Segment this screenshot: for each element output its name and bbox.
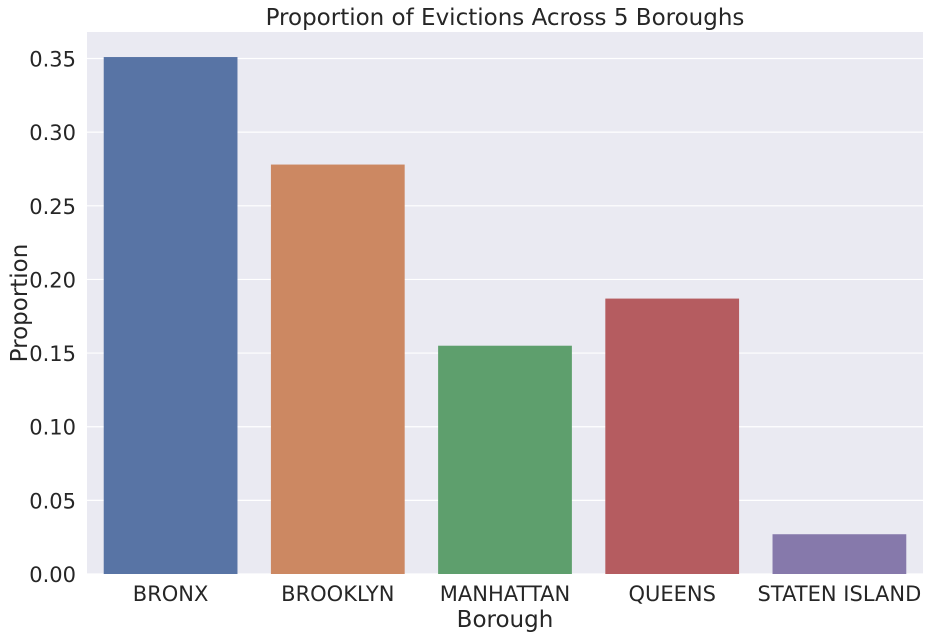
y-tick-label: 0.00 [29,563,76,587]
y-tick-label: 0.15 [29,342,76,366]
x-tick-labels: BRONX BROOKLYN MANHATTAN QUEENS STATEN ISLAN… [133,582,921,606]
y-tick-label: 0.30 [29,121,76,145]
bars [103,57,907,575]
x-tick-label: QUEENS [628,582,715,606]
bar-staten-island [772,534,907,574]
x-tick-label: BRONX [133,582,209,606]
x-tick-label: MANHATTAN [440,582,570,606]
x-tick-label: STATEN ISLAND [758,582,922,606]
y-tick-label: 0.05 [29,489,76,513]
y-tick-labels: 0.00 0.05 0.10 0.15 0.20 0.25 0.30 0.35 [29,48,76,587]
y-axis-label: Proportion [7,244,33,363]
bar-brooklyn [270,164,405,574]
y-tick-label: 0.35 [29,48,76,72]
chart-title: Proportion of Evictions Across 5 Borough… [266,5,745,31]
y-tick-label: 0.20 [29,268,76,292]
bar-queens [605,298,740,574]
bar-bronx [103,57,238,575]
bar-manhattan [438,345,572,574]
x-axis-label: Borough [457,607,554,633]
y-tick-label: 0.25 [29,195,76,219]
y-tick-label: 0.10 [29,416,76,440]
x-tick-label: BROOKLYN [281,582,394,606]
